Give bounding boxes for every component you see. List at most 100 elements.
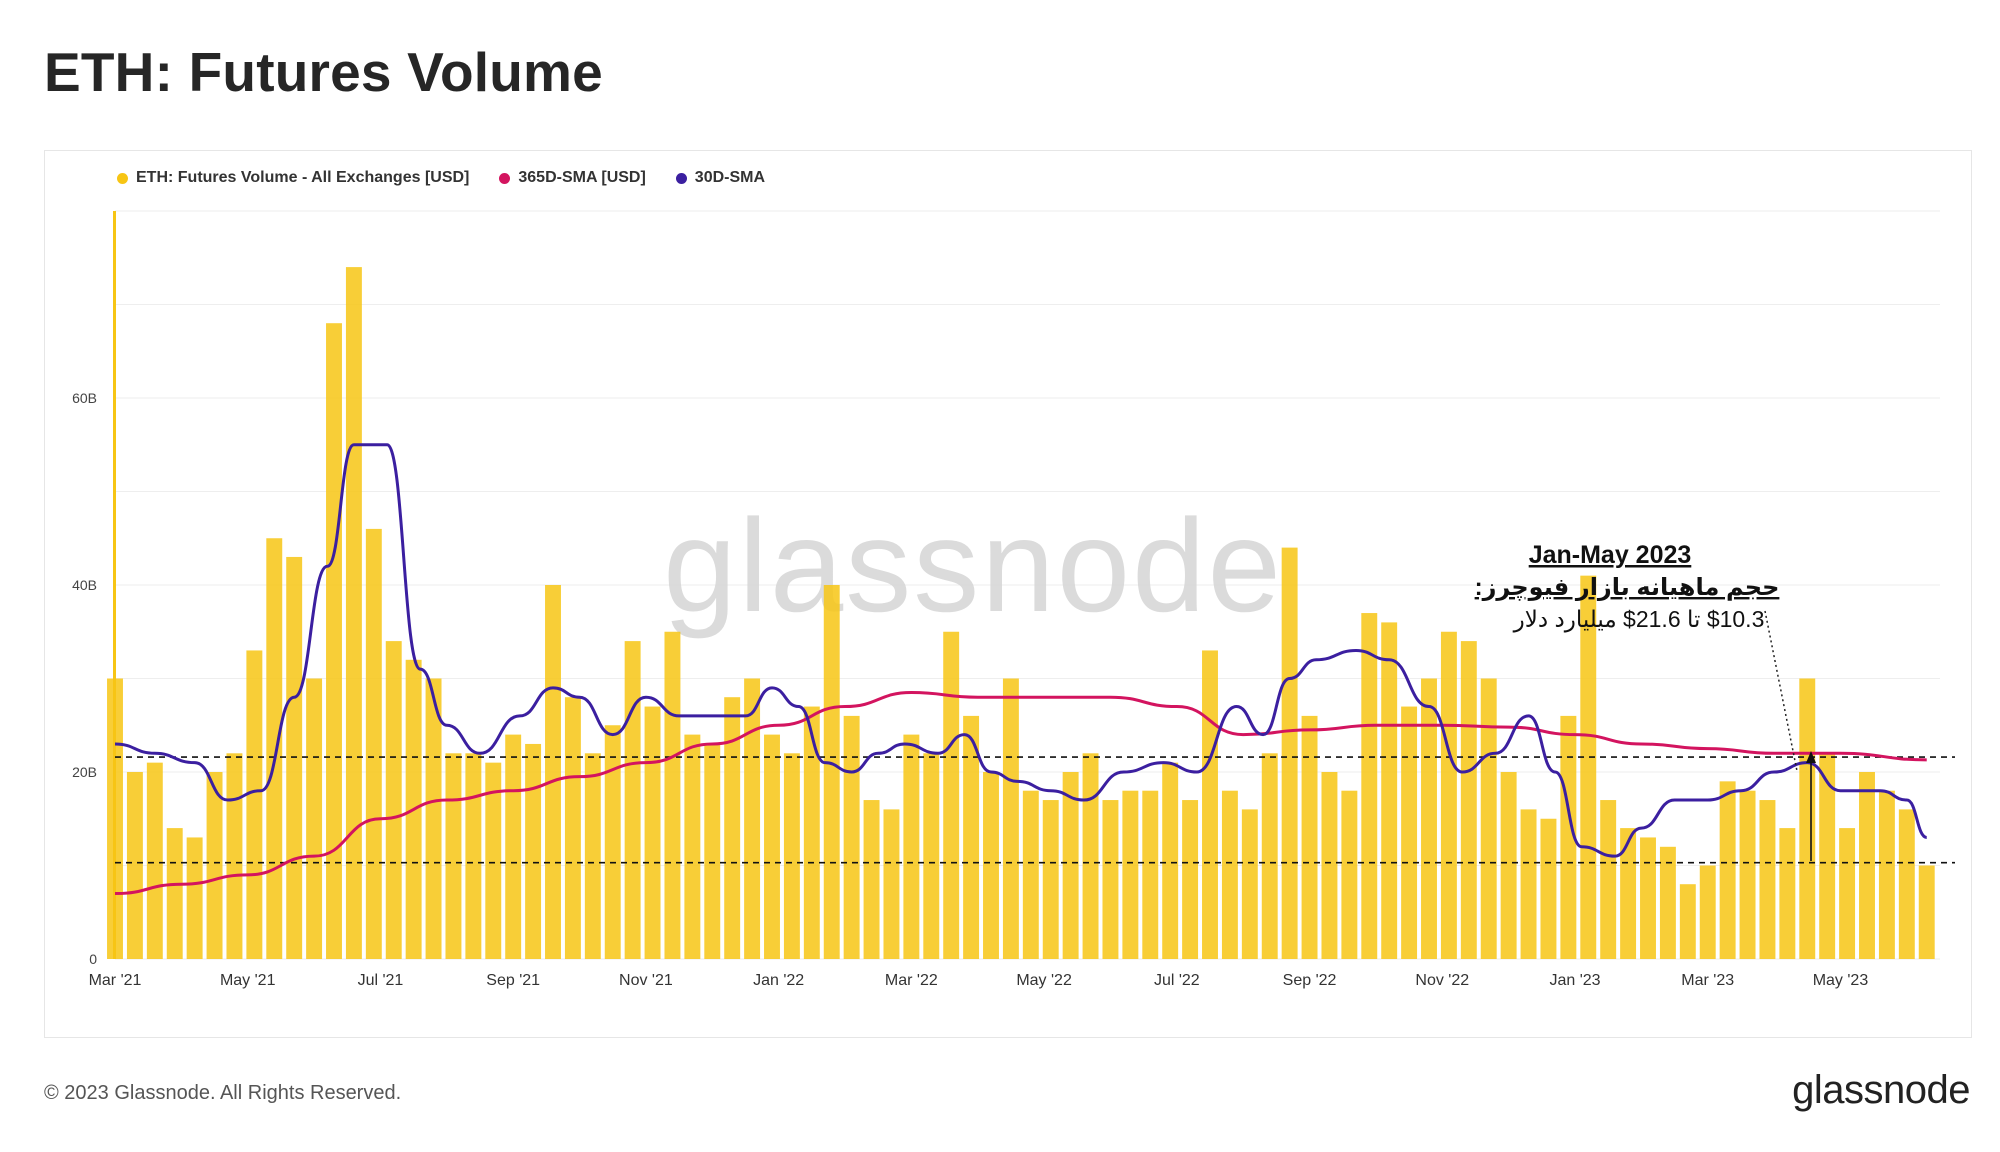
volume-bar (385, 641, 402, 959)
volume-bar (1500, 772, 1517, 959)
y-tick-label: 20B (72, 764, 97, 780)
x-tick-label: May '22 (1016, 972, 1072, 989)
volume-bar (704, 743, 721, 959)
y-tick-label: 0 (89, 951, 97, 967)
volume-bar (266, 538, 283, 959)
volume-bar (1540, 818, 1557, 959)
volume-bar (1261, 753, 1278, 959)
volume-bar (1859, 772, 1875, 959)
volume-bar (365, 528, 382, 959)
volume-bar (823, 585, 840, 959)
volume-bar (1082, 753, 1099, 959)
x-tick-label: Nov '21 (619, 972, 673, 989)
x-tick-label: Mar '22 (885, 972, 938, 989)
legend-item: 365D-SMA [USD] (499, 169, 646, 187)
volume-bar (186, 837, 203, 959)
volume-bar (1042, 800, 1059, 959)
volume-bar (863, 800, 880, 959)
volume-bar (545, 585, 561, 959)
volume-bar (1022, 790, 1039, 959)
volume-bar (505, 734, 522, 959)
volume-bar (1361, 613, 1378, 959)
volume-bar (1560, 715, 1577, 959)
y-tick-labels: 0 20B 40B 60B (72, 390, 97, 967)
chart-legend: ETH: Futures Volume - All Exchanges [USD… (117, 169, 765, 187)
reference-lines (115, 756, 1955, 864)
volume-bar (1679, 884, 1696, 959)
annotation: Jan-May 2023 حجم ماهیانه بازار فیوچرز: $… (1475, 541, 1816, 861)
x-tick-label: Jan '22 (753, 972, 804, 989)
volume-bar (1580, 575, 1597, 959)
volume-bar (1659, 846, 1676, 959)
volume-bar (126, 772, 143, 959)
legend-swatch (499, 172, 511, 184)
annotation-arrow-head (1806, 751, 1816, 763)
volume-bar (485, 762, 502, 959)
volume-bar (1062, 772, 1079, 959)
volume-bar (1122, 790, 1139, 959)
volume-bar (113, 211, 116, 959)
footer-logo: glassnode (1792, 1068, 1970, 1112)
annotation-range-text: $10.3 تا 21.6$ میلیارد دلار (1513, 606, 1765, 633)
volume-bar (1002, 678, 1019, 959)
volume-bar (1202, 650, 1218, 959)
volume-bar (963, 715, 980, 959)
y-tick-label: 60B (72, 390, 97, 406)
volume-bar (1221, 790, 1238, 959)
sma-365d-line (114, 691, 1927, 896)
volume-bar (903, 734, 920, 959)
volume-bar (1341, 790, 1358, 959)
volume-bar (724, 697, 741, 959)
volume-bar (1640, 837, 1656, 959)
legend-label: ETH: Futures Volume - All Exchanges [USD… (136, 169, 470, 186)
volume-bar (883, 809, 900, 959)
x-tick-label: Nov '22 (1415, 972, 1469, 989)
volume-bar (246, 650, 263, 959)
x-tick-labels: Mar '21 May '21 Jul '21 Sep '21 Nov '21 Jan '… (89, 972, 1869, 989)
legend-swatch (117, 172, 128, 184)
volume-bar (1460, 641, 1477, 959)
annotation-subtitle: حجم ماهیانه بازار فیوچرز: (1475, 574, 1780, 601)
volume-bar (206, 772, 223, 959)
volume-bar (286, 556, 303, 959)
annotation-pointer-line (1764, 610, 1798, 772)
volume-bar (1600, 800, 1617, 959)
volume-bar (803, 706, 820, 959)
legend-label: 365D-SMA [USD] (518, 169, 646, 186)
footer-copyright: © 2023 Glassnode. All Rights Reserved. (44, 1082, 402, 1104)
volume-bar (1162, 762, 1179, 959)
volume-bar (1281, 547, 1298, 959)
volume-bar (564, 697, 581, 959)
x-tick-label: May '21 (220, 972, 276, 989)
volume-bar (1878, 790, 1895, 959)
volume-bar (226, 753, 243, 959)
x-tick-label: Jul '21 (358, 972, 404, 989)
volume-bar (306, 678, 323, 959)
volume-bar (1620, 828, 1637, 959)
volume-bar (624, 641, 641, 959)
volume-bars (107, 211, 1935, 960)
volume-bar (1480, 678, 1497, 959)
volume-bar (584, 753, 601, 959)
volume-bar (1918, 865, 1935, 959)
volume-bar (1739, 790, 1756, 959)
volume-bar (1142, 790, 1159, 959)
sma-30d-line (114, 443, 1928, 858)
volume-bar (1779, 828, 1796, 959)
annotation-title: Jan-May 2023 (1529, 541, 1692, 569)
volume-bar (146, 762, 163, 959)
chart-panel: glassnode 0 20B 40B 60B Mar '21 May '21 Jul '… (44, 150, 1972, 1038)
volume-bar (983, 772, 999, 959)
x-tick-label: Sep '22 (1283, 972, 1337, 989)
volume-bar (465, 753, 482, 959)
x-tick-label: Sep '21 (486, 972, 540, 989)
volume-bar (943, 631, 960, 959)
volume-bar (425, 678, 442, 959)
volume-bar (604, 725, 621, 959)
y-tick-label: 40B (72, 577, 97, 593)
volume-bar (843, 715, 860, 959)
volume-bar (1839, 828, 1856, 959)
volume-bar (1301, 715, 1318, 959)
volume-bar (1898, 809, 1915, 959)
volume-bar (1799, 678, 1816, 959)
